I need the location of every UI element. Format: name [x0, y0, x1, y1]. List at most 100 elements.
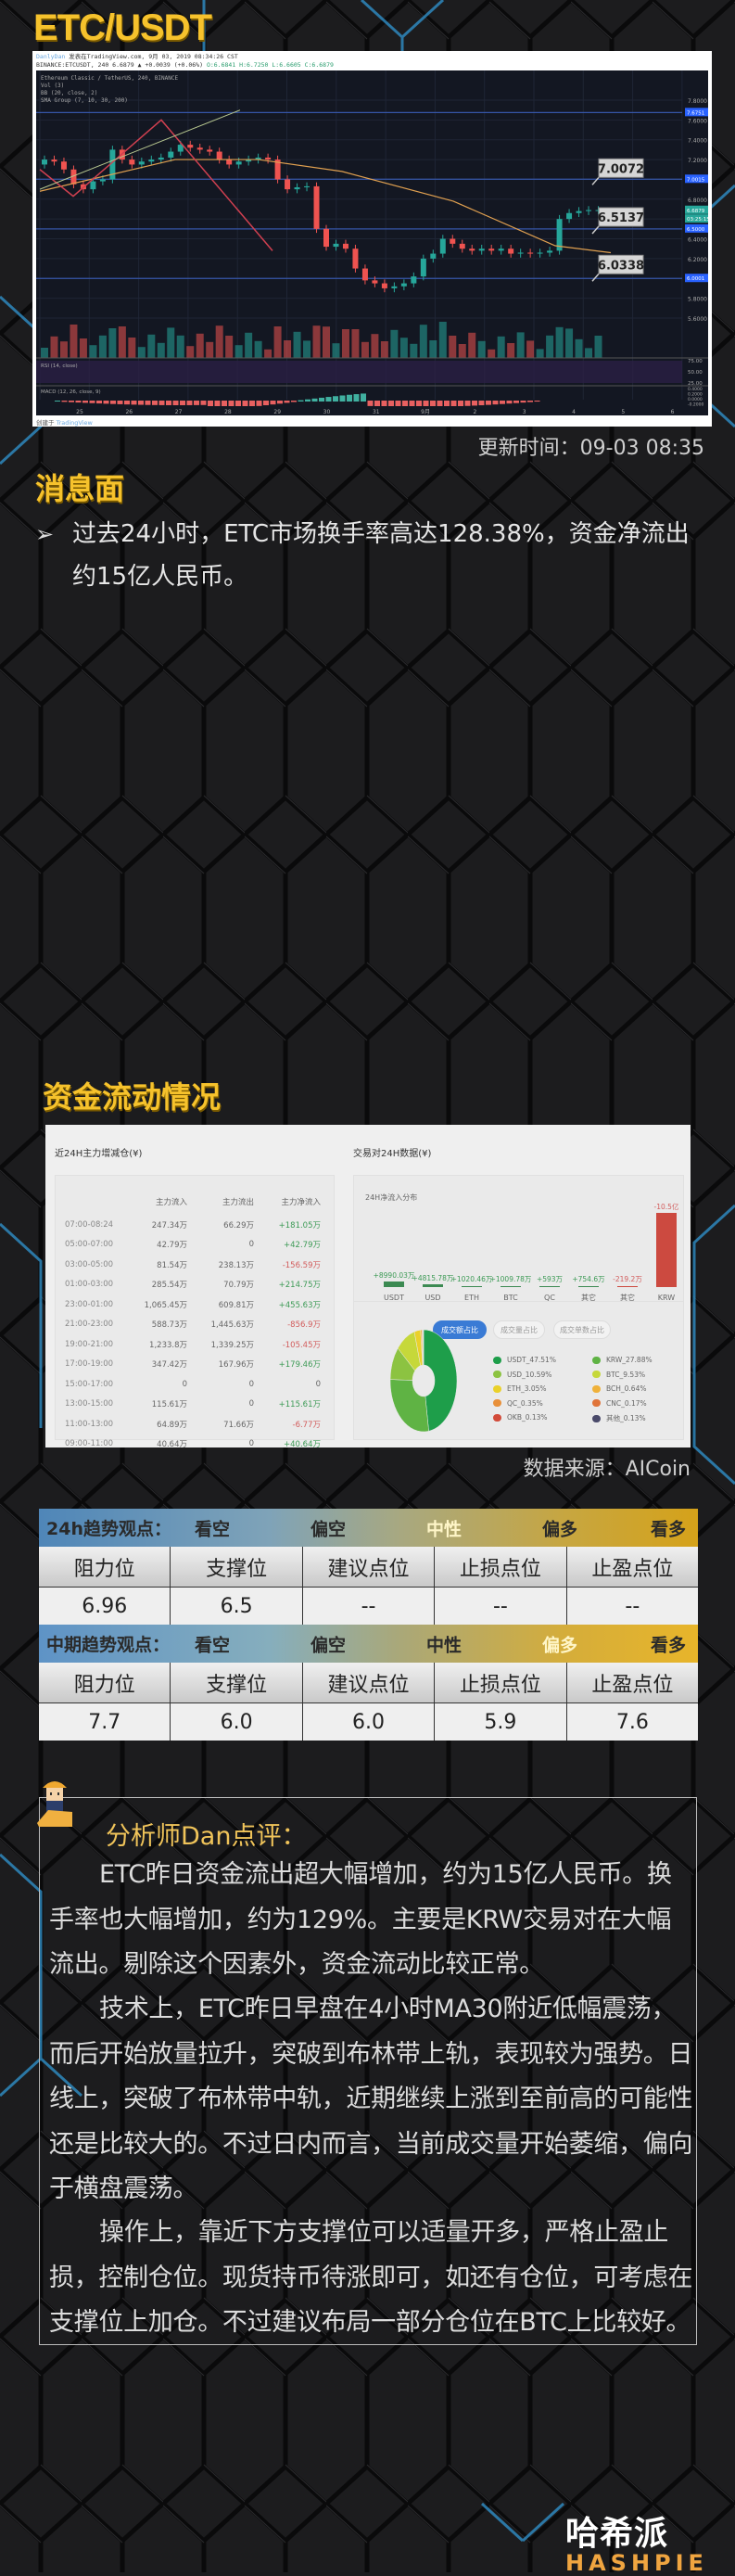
macd-bar: [173, 401, 179, 405]
candle-body: [421, 259, 426, 276]
volume-bar: [565, 328, 573, 358]
macd-bar: [382, 401, 387, 406]
volume-bar: [206, 342, 213, 358]
volume-bar: [390, 330, 398, 358]
candle-body: [527, 252, 533, 253]
candle-body: [129, 159, 134, 164]
footer-prefix: 创建于: [36, 419, 55, 427]
flow-cell: +214.75万: [254, 1279, 321, 1290]
volume-bar: [80, 338, 87, 358]
legend-swatch: [493, 1414, 501, 1422]
value-cell: 7.7: [39, 1702, 171, 1741]
bar-其它: [617, 1286, 638, 1287]
macd-bar: [159, 401, 165, 405]
volume-bar: [294, 332, 301, 358]
price-box-label: 6.0001: [687, 276, 704, 282]
flow-cell: +40.64万: [254, 1438, 321, 1449]
tab-volume-share[interactable]: 成交量占比: [493, 1320, 545, 1339]
legend-item: KRW_27.88%: [592, 1356, 653, 1364]
value-cell: 6.5: [171, 1587, 302, 1625]
volume-bar: [313, 325, 321, 358]
logo-cn: 哈希派: [565, 2516, 695, 2553]
x-tick: 29: [273, 409, 281, 415]
price-tick: 7.8000: [688, 98, 707, 105]
candle-body: [304, 186, 310, 187]
bar-QC: [539, 1286, 560, 1287]
flow-cell: 70.79万: [187, 1279, 254, 1290]
rsi-tick: 50.00: [688, 370, 703, 376]
header-cell: 支撑位: [171, 1547, 302, 1587]
volume-bar: [128, 338, 135, 358]
x-tick: 30: [323, 409, 331, 415]
volume-bar: [284, 340, 291, 358]
value-cell: --: [567, 1587, 698, 1625]
macd-bar: [55, 401, 60, 402]
legend-label: CNC_0.17%: [606, 1399, 647, 1408]
rsi-tick: 25.00: [688, 381, 703, 387]
flow-cell: 21:00-23:00: [56, 1320, 130, 1329]
news-section-title: 消息面: [35, 465, 124, 508]
candle-body: [100, 179, 106, 181]
macd-bar: [340, 395, 346, 402]
legend-label: 其他_0.13%: [606, 1413, 646, 1423]
candle-body: [236, 161, 242, 164]
macd-bar: [521, 401, 526, 402]
flow-cell: 15:00-17:00: [56, 1380, 130, 1389]
macd-bar: [513, 401, 519, 403]
tradingview-logo: TradingView: [57, 419, 93, 427]
flow-cell: 347.42万: [130, 1358, 187, 1370]
macd-bar: [285, 401, 290, 402]
flow-cell: 1,233.8万: [130, 1339, 187, 1350]
flow-cell: 247.34万: [130, 1219, 187, 1231]
header-cell: 阻力位: [39, 1547, 171, 1587]
flow-cell: +455.63万: [254, 1299, 321, 1310]
candle-body: [382, 284, 387, 288]
candle-body: [508, 249, 513, 253]
candle-body: [168, 152, 173, 158]
macd-bar: [146, 401, 151, 405]
volume-bar: [235, 345, 243, 358]
macd-bar: [458, 401, 463, 406]
volume-bar: [186, 346, 194, 358]
x-tick: 26: [125, 409, 133, 415]
legend-item: 其他_0.13%: [592, 1413, 646, 1423]
flow-cell: 115.61万: [130, 1398, 187, 1409]
short-trend-band: 24h趋势观点： 看空 偏空 中性 偏多 看多: [39, 1509, 698, 1547]
macd-bar: [333, 396, 338, 402]
bar-ETH: [462, 1286, 482, 1287]
legend-label: BTC_9.53%: [606, 1371, 645, 1379]
flow-cell: 71.66万: [187, 1419, 254, 1430]
candle-body: [499, 249, 504, 250]
bar-USDT: [384, 1282, 404, 1287]
bar-BTC: [501, 1286, 521, 1287]
flow-cell: 1,339.25万: [187, 1339, 254, 1350]
tab-count-share[interactable]: 成交单数占比: [553, 1320, 611, 1339]
analyst-title: 分析师Dan点评：: [106, 1816, 306, 1852]
flow-cell: 03:00-05:00: [56, 1260, 130, 1269]
legend-swatch: [592, 1385, 601, 1393]
legend-label: QC_0.35%: [507, 1399, 543, 1408]
short-value-row: 6.96 6.5 -- -- --: [39, 1587, 698, 1625]
macd-bar: [271, 401, 276, 404]
legend-swatch: [493, 1385, 501, 1393]
macd-bar: [410, 401, 415, 407]
legend-label: BCH_0.64%: [606, 1384, 646, 1393]
chart-legend: BB (20, close, 2): [41, 90, 97, 96]
macd-bar: [465, 401, 471, 406]
volume-bar: [468, 333, 475, 358]
macd-bar: [76, 401, 82, 402]
macd-bar: [354, 394, 360, 402]
header-cell: 建议点位: [303, 1547, 435, 1587]
chart-symbol-info: BINANCE:ETCUSDT, 240 6.6879 ▲ +0.0039 (+…: [36, 61, 203, 69]
macd-bar: [507, 401, 513, 403]
bar-value-label: +593万: [528, 1274, 571, 1284]
x-tick: 4: [572, 409, 576, 415]
flow-cell: 11:00-13:00: [56, 1420, 130, 1429]
candle-body: [217, 152, 222, 160]
macd-bar: [305, 400, 310, 402]
macd-bar: [312, 399, 318, 402]
